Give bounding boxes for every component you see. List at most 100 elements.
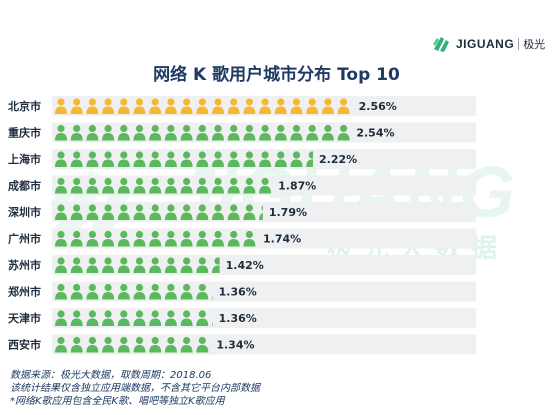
category-label: 西安市 (8, 338, 41, 352)
person-icon (70, 310, 83, 326)
person-icon (180, 230, 193, 247)
person-icon (70, 204, 83, 220)
category-label: 深圳市 (8, 205, 41, 219)
person-icon (70, 230, 83, 247)
person-icon (243, 98, 256, 114)
chart-row: 北京市 2.56% (8, 96, 476, 116)
category-label: 北京市 (8, 99, 41, 113)
person-icon (164, 257, 177, 273)
person-icon (164, 124, 177, 141)
person-icon (227, 204, 240, 220)
person-icon (86, 124, 99, 141)
person-icon (117, 177, 130, 194)
jiguang-logo: JIGUANG 极光 (432, 34, 545, 54)
person-icon (337, 98, 350, 114)
person-icon (259, 98, 272, 114)
person-icon (180, 177, 193, 194)
person-icon (117, 230, 130, 247)
person-icon (55, 204, 67, 220)
person-icon (196, 230, 209, 247)
person-icon (86, 336, 99, 353)
person-icon (164, 336, 177, 353)
person-icon (86, 98, 99, 114)
person-icon (117, 310, 130, 326)
person-icon (117, 151, 130, 167)
person-icon (133, 151, 146, 167)
person-icon (55, 257, 67, 273)
value-label: 1.79% (269, 206, 307, 219)
category-label: 成都市 (8, 179, 41, 193)
person-icon (227, 98, 240, 114)
person-icon (180, 336, 193, 353)
jiguang-logo-icon (433, 37, 449, 52)
bar-track (52, 308, 476, 328)
person-icon (290, 124, 303, 141)
person-icon (133, 230, 146, 247)
person-icon (55, 336, 67, 353)
definition-note: *网络K歌应用包含全民K歌、唱吧等独立K歌应用 (10, 396, 225, 407)
bar-value (55, 204, 263, 220)
person-icon (290, 98, 303, 114)
bar-value (55, 283, 213, 300)
person-icon (133, 283, 146, 300)
pictogram-bar-chart: 北京市 2.56% 重庆市 2.54% 上海市 2.22% 成都市 1.87% 深圳市 1.79%… (8, 96, 476, 355)
person-icon (55, 310, 67, 326)
person-icon (55, 283, 67, 300)
person-icon (164, 310, 177, 326)
person-icon (133, 98, 146, 114)
value-label: 1.74% (263, 233, 301, 246)
person-icon (149, 257, 162, 273)
person-icon (306, 124, 319, 141)
person-icon (70, 336, 83, 353)
person-icon (212, 124, 224, 141)
person-icon (259, 124, 272, 141)
person-icon (196, 151, 209, 167)
person-icon (212, 230, 224, 247)
person-icon (180, 310, 193, 326)
person-icon (86, 230, 99, 247)
person-icon (164, 98, 177, 114)
person-icon (102, 283, 115, 300)
person-icon (227, 230, 240, 247)
person-icon (196, 257, 209, 273)
person-icon (274, 151, 287, 167)
person-icon (102, 124, 115, 141)
person-icon (70, 124, 83, 141)
chart-row: 上海市 2.22% (8, 149, 476, 169)
person-icon (180, 283, 193, 300)
person-icon (149, 204, 162, 220)
category-label: 苏州市 (8, 258, 41, 272)
person-icon (306, 98, 319, 114)
footnotes: 数据来源：极光大数据，取数周期：2018.06 该统计结果仅含独立应用端数据，不… (10, 369, 260, 408)
scope-note: 该统计结果仅含独立应用端数据，不含其它平台内部数据 (10, 383, 260, 394)
person-icon (196, 336, 209, 353)
person-icon (227, 151, 240, 167)
person-icon (164, 230, 177, 247)
person-icon (164, 151, 177, 167)
category-label: 郑州市 (8, 285, 41, 299)
person-icon (117, 283, 130, 300)
chart-row: 重庆市 2.54% (8, 122, 476, 143)
person-icon (133, 204, 146, 220)
person-icon (149, 310, 162, 326)
person-icon (86, 151, 99, 167)
person-icon (102, 257, 115, 273)
person-icon (117, 98, 130, 114)
value-label: 1.42% (226, 259, 264, 272)
person-icon (259, 205, 263, 220)
category-label: 重庆市 (8, 126, 41, 140)
person-icon (290, 151, 303, 167)
person-icon (70, 98, 83, 114)
category-label: 广州市 (8, 232, 41, 246)
person-icon (180, 98, 193, 114)
person-icon (164, 204, 177, 220)
chart-row: 西安市 1.34% (8, 334, 476, 355)
person-icon (321, 124, 334, 141)
person-icon (149, 124, 162, 141)
person-icon (180, 124, 193, 141)
chart-row: 广州市 1.74% (8, 228, 476, 249)
person-icon (306, 151, 313, 167)
person-icon (133, 177, 146, 194)
person-icon (227, 177, 240, 194)
bar-value (55, 310, 213, 326)
